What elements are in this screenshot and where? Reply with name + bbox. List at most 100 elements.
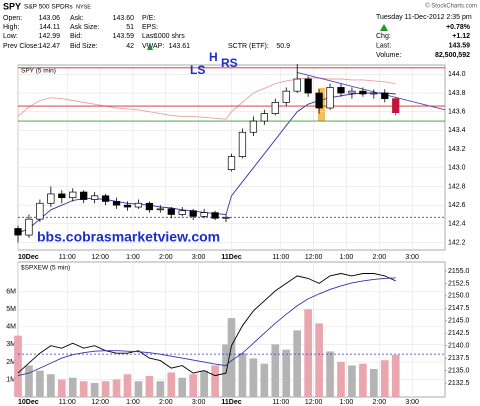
- y2-tick-label: 2145.0: [448, 318, 470, 325]
- panel-title: $SPXEW (5 min): [21, 265, 70, 272]
- quote-value: 1000 shrs: [154, 33, 185, 40]
- volume-bar: [348, 365, 356, 397]
- exchange: NYSE: [76, 4, 91, 10]
- series-line: [17, 277, 396, 377]
- candle-body: [145, 202, 154, 211]
- candle-body: [348, 90, 356, 94]
- quote-value: 51: [126, 24, 134, 31]
- x-tick-label: 1:00: [126, 254, 140, 261]
- volume-bar: [326, 351, 334, 397]
- y-tick-label: 143.0: [448, 165, 466, 172]
- y-tick-label: 143.6: [448, 109, 466, 116]
- candle-body: [167, 208, 175, 215]
- volume-bar: [123, 374, 132, 397]
- y-tick-label: 142.2: [448, 239, 466, 246]
- x-tick-label: 11:00: [59, 399, 76, 406]
- volume-bar: [380, 360, 389, 397]
- x-tick-label: 11:00: [272, 254, 289, 261]
- quote-value: 143.60: [113, 15, 135, 22]
- quote-label: Last:: [142, 33, 157, 40]
- quote-value: 143.59: [113, 33, 135, 40]
- quote-label: Chg:: [376, 33, 391, 40]
- x-tick-label: 1:00: [126, 399, 140, 406]
- volume-bar: [79, 381, 88, 397]
- quote-label: Volume:: [376, 52, 401, 59]
- y-tick-label: 5M: [6, 306, 16, 313]
- y-tick-label: 3M: [6, 341, 16, 348]
- last-arrow: [147, 44, 153, 50]
- watermark: © StockCharts.com: [425, 3, 477, 10]
- volume-bar: [178, 377, 187, 397]
- candle-body: [315, 92, 323, 109]
- quote-value: 42: [126, 43, 134, 50]
- y-tick-label: 142.6: [448, 202, 466, 209]
- volume-bar: [304, 309, 312, 397]
- volume-bar: [156, 381, 165, 397]
- candle-body: [271, 102, 279, 114]
- y-tick-label: 6M: [6, 289, 16, 296]
- quote-value: +1.12: [452, 33, 470, 40]
- y2-tick-label: 2150.0: [448, 293, 470, 300]
- y2-tick-label: 2155.0: [448, 268, 470, 275]
- candle-body: [222, 216, 230, 219]
- y2-tick-label: 2132.5: [448, 380, 470, 387]
- x-tick-label: 2:00: [372, 254, 386, 261]
- volume-bar: [227, 318, 236, 397]
- quote-label: Open:: [3, 15, 22, 22]
- x-tick-label: 3:00: [192, 399, 206, 406]
- quote-value: 142.99: [39, 33, 61, 40]
- change-pct: +0.78%: [446, 24, 471, 31]
- volume-bar: [249, 358, 258, 397]
- y2-tick-label: 2137.5: [448, 355, 470, 362]
- plot: 10Dec 11:00 12:00 1:00 2:00 3:00 11Dec 11:00 12:…: [6, 64, 470, 406]
- volume-bar: [211, 365, 219, 397]
- quote-value: 143.61: [169, 43, 191, 50]
- y-tick-label: 142.8: [448, 183, 466, 190]
- volume-bar: [101, 381, 110, 397]
- volume-bar: [238, 353, 247, 397]
- y-tick-label: 2M: [6, 359, 16, 366]
- quote-value: 144.11: [39, 24, 60, 31]
- trendline: [297, 72, 446, 111]
- candle-body: [359, 90, 367, 95]
- y-tick-label: 4M: [6, 324, 16, 331]
- y-tick-label: 143.4: [448, 127, 466, 134]
- x-tick-label: 12:00: [91, 254, 109, 261]
- volume-bar: [167, 372, 176, 397]
- volume-bar: [25, 365, 33, 397]
- volume-bar: [36, 370, 44, 397]
- candle-body: [178, 210, 186, 215]
- candle-body: [304, 78, 312, 94]
- candle-body: [200, 212, 208, 217]
- y-tick-label: 143.2: [448, 146, 466, 153]
- quote-value: 143.06: [39, 15, 61, 22]
- y2-tick-label: 2135.0: [448, 367, 470, 374]
- annotation: LS: [190, 63, 205, 77]
- security-name: S&P 500 SPDRs: [24, 4, 73, 11]
- candle-body: [80, 191, 88, 200]
- volume-bar: [391, 354, 400, 397]
- annotation: H: [209, 50, 218, 64]
- x-tick-label: 12:00: [305, 254, 323, 261]
- quote-value: 143.59: [449, 42, 471, 49]
- candle-body: [69, 191, 77, 199]
- annotation: bbs.cobrasmarketview.com: [37, 229, 220, 245]
- candle-body: [123, 204, 132, 208]
- quote-label: P/E:: [142, 15, 155, 22]
- volume-bar: [134, 381, 143, 397]
- panel-title: SPY (5 min): [21, 68, 56, 75]
- quote-date: Tuesday 11-Dec-2012 2:35 pm: [376, 14, 472, 21]
- quote-label: SCTR (ETF):: [228, 43, 269, 50]
- candle-body: [381, 92, 389, 99]
- volume-bar: [14, 335, 22, 397]
- volume-bar: [200, 370, 208, 397]
- quote-label: VWAP:: [142, 43, 164, 50]
- quote-value: 50.9: [276, 43, 290, 50]
- quote-label: Ask:: [70, 15, 84, 22]
- volume-bar: [260, 363, 269, 397]
- volume-bar: [189, 374, 198, 397]
- x-tick-label: 10Dec: [18, 399, 39, 406]
- x-tick-label: 2:00: [159, 254, 173, 261]
